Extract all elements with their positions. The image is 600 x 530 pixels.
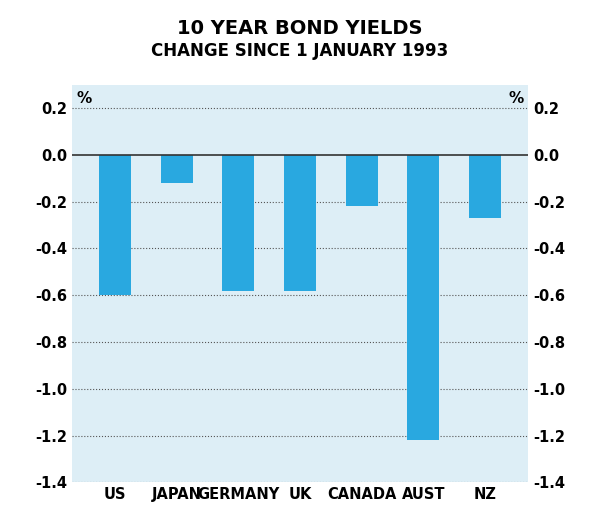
Bar [346,155,377,206]
Bar [469,155,501,218]
Text: CHANGE SINCE 1 JANUARY 1993: CHANGE SINCE 1 JANUARY 1993 [151,42,449,60]
Bar [284,155,316,290]
Text: %: % [508,91,523,106]
Bar [99,155,131,295]
Bar [223,155,254,290]
Text: %: % [77,91,92,106]
Bar [407,155,439,440]
Text: 10 YEAR BOND YIELDS: 10 YEAR BOND YIELDS [177,19,423,38]
Bar [161,155,193,183]
